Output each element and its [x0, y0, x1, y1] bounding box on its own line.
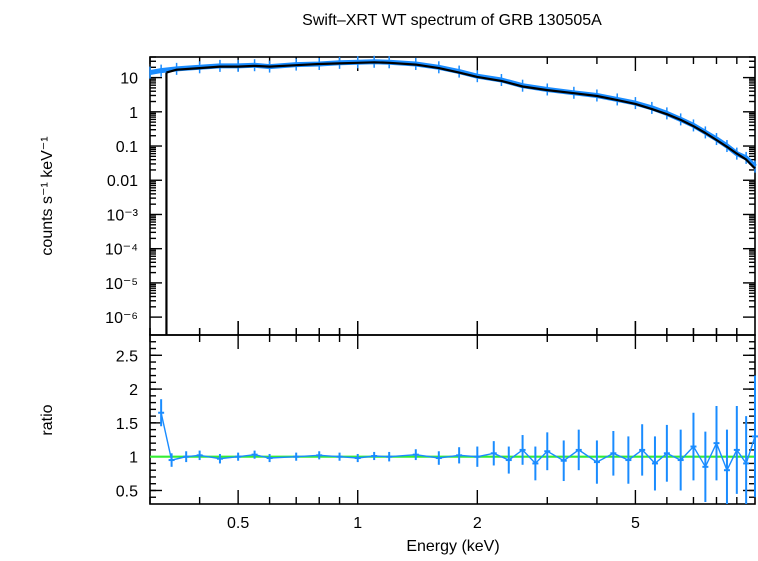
ratio-y-ticks: 0.5 1 1.5 2 2.5	[116, 341, 755, 500]
spectrum-y-ticks: 10 1 0.1 0.01 10⁻³ 10⁻⁴ 10⁻⁵ 10⁻⁶	[105, 56, 755, 327]
spectrum-y-tick-label: 1	[129, 105, 138, 122]
spectrum-y-tick-label: 0.1	[116, 139, 138, 156]
x-axis-ticks: 0.5 1 2 5	[149, 57, 738, 532]
x-tick-label: 0.5	[227, 515, 249, 532]
ratio-panel-frame	[149, 334, 756, 505]
x-tick-label: 5	[631, 515, 640, 532]
spectrum-y-tick-label: 10⁻⁶	[105, 310, 138, 327]
ratio-y-tick-label: 2	[129, 382, 138, 399]
ratio-y-tick-label: 0.5	[116, 483, 138, 500]
spectrum-y-tick-label: 10⁻⁵	[105, 276, 138, 293]
spectrum-y-tick-label: 10⁻³	[106, 207, 138, 224]
spectrum-y-tick-label: 10⁻⁴	[105, 242, 138, 259]
ratio-y-tick-label: 2.5	[116, 348, 138, 365]
chart-title: Swift–XRT WT spectrum of GRB 130505A	[302, 12, 602, 29]
x-tick-label: 2	[473, 515, 482, 532]
x-tick-label: 1	[353, 515, 362, 532]
ratio-y-axis-label: ratio	[39, 404, 56, 435]
spectrum-model-line	[166, 61, 756, 170]
ratio-y-tick-label: 1.5	[116, 416, 138, 433]
ratio-y-tick-label: 1	[129, 450, 138, 467]
x-axis-label: Energy (keV)	[406, 538, 499, 555]
ratio-series-group	[158, 375, 758, 504]
spectrum-panel-frame	[149, 56, 756, 336]
spectrum-y-axis-label: counts s⁻¹ keV⁻¹	[39, 136, 56, 255]
spectrum-series-group	[149, 55, 757, 335]
spectrum-y-tick-label: 0.01	[107, 173, 138, 190]
spectrum-y-tick-label: 10	[120, 71, 138, 88]
